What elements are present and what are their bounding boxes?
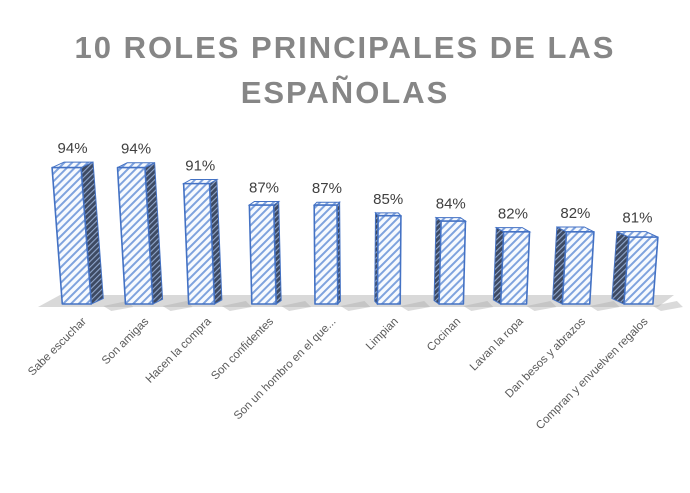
category-label: Sabe escuchar bbox=[26, 316, 89, 379]
bar-front-face bbox=[623, 236, 659, 305]
bar bbox=[247, 200, 312, 311]
data-label: 82% bbox=[560, 205, 590, 222]
bar bbox=[433, 216, 494, 311]
bar-shadow bbox=[463, 301, 494, 311]
bar-front-face bbox=[376, 214, 402, 305]
category-label: Son confidentes bbox=[209, 315, 276, 382]
category-label: Son un hombro en el que... bbox=[232, 316, 339, 423]
bar-front-face bbox=[182, 182, 216, 305]
data-label: 87% bbox=[249, 180, 279, 197]
data-label: 85% bbox=[373, 191, 403, 208]
category-label: Son amigas bbox=[100, 315, 152, 367]
bar bbox=[552, 226, 620, 311]
bar-front-face bbox=[116, 166, 154, 305]
bar-front-face bbox=[51, 166, 93, 305]
category-label: Compran y envuelven regalos bbox=[534, 315, 651, 432]
data-label: 94% bbox=[121, 141, 151, 158]
bar bbox=[51, 161, 134, 311]
data-label: 94% bbox=[58, 140, 88, 157]
bar-front-face bbox=[438, 220, 467, 305]
chart-title: 10 ROLES PRINCIPALES DE LAS ESPAÑOLAS bbox=[74, 30, 616, 110]
category-label: Lavan la ropa bbox=[468, 315, 526, 373]
category-label: Hacen la compra bbox=[144, 315, 214, 385]
bar-front-face bbox=[499, 230, 531, 305]
data-label: 82% bbox=[498, 206, 528, 223]
data-label: 91% bbox=[185, 157, 215, 174]
bar-shadow bbox=[652, 301, 683, 311]
bar bbox=[374, 211, 431, 311]
bar-front-face bbox=[561, 230, 595, 305]
data-label: 84% bbox=[436, 196, 466, 213]
bar-shadow bbox=[221, 301, 252, 311]
bar bbox=[611, 230, 683, 311]
bar-shadow bbox=[400, 301, 431, 311]
bar bbox=[313, 200, 371, 311]
bar-shadow bbox=[526, 301, 557, 311]
bar-shadow bbox=[281, 301, 312, 311]
category-label: Limpian bbox=[364, 316, 401, 353]
bar-shadow bbox=[340, 301, 371, 311]
bar bbox=[492, 226, 557, 311]
data-label: 81% bbox=[622, 210, 652, 227]
bar-shadow bbox=[589, 301, 620, 311]
bar-front-face bbox=[248, 204, 277, 305]
bar-front-face bbox=[313, 204, 339, 305]
data-label: 87% bbox=[312, 180, 342, 197]
category-label: Cocinan bbox=[425, 316, 463, 354]
bar bbox=[116, 161, 193, 311]
bar bbox=[181, 178, 252, 311]
bar-shadow bbox=[162, 301, 193, 311]
